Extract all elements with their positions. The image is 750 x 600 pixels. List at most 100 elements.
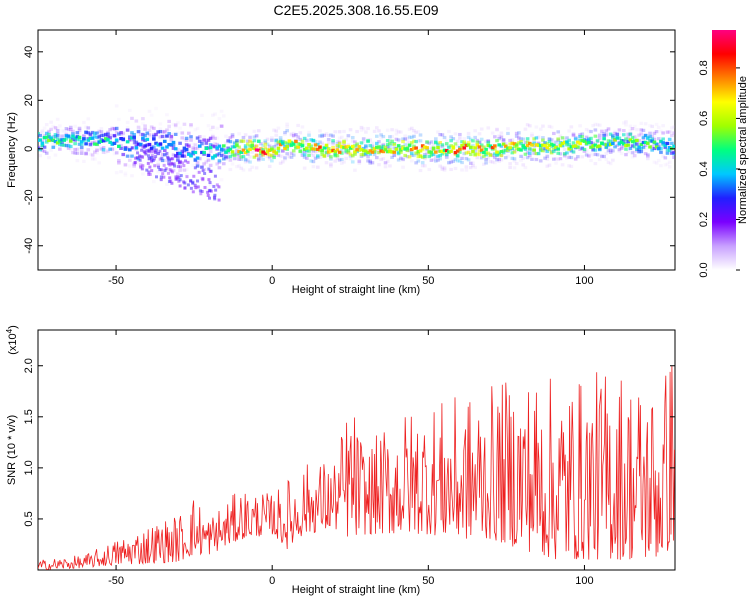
heatmap-cell bbox=[40, 139, 45, 143]
heatmap-cell bbox=[176, 151, 180, 156]
heatmap-cell bbox=[254, 134, 259, 138]
heatmap-cell bbox=[75, 151, 80, 155]
heatmap-cell bbox=[302, 147, 307, 152]
heatmap-cell bbox=[160, 156, 164, 160]
heatmap-cell bbox=[549, 125, 554, 129]
heatmap-cell bbox=[442, 135, 447, 140]
heatmap-cell bbox=[305, 142, 309, 146]
heatmap-cell bbox=[84, 130, 88, 134]
heatmap-cell bbox=[455, 159, 460, 163]
heatmap-cell bbox=[256, 148, 261, 152]
heatmap-cell bbox=[342, 143, 346, 147]
heatmap-cell bbox=[641, 147, 646, 151]
heatmap-cell bbox=[344, 156, 348, 161]
heatmap-cell bbox=[99, 133, 104, 138]
spectrogram-xlabel: Height of straight line (km) bbox=[292, 284, 420, 296]
heatmap-cell bbox=[508, 138, 512, 143]
heatmap-cell bbox=[479, 156, 484, 160]
heatmap-cell bbox=[379, 133, 383, 137]
heatmap-cell bbox=[162, 175, 166, 179]
heatmap-cell bbox=[77, 128, 82, 132]
heatmap-cell bbox=[499, 135, 504, 139]
heatmap-cell bbox=[149, 125, 154, 129]
heatmap-cell bbox=[196, 185, 200, 189]
heatmap-cell bbox=[541, 143, 545, 147]
heatmap-cell bbox=[193, 128, 198, 132]
heatmap-cell bbox=[228, 147, 233, 151]
heatmap-cell bbox=[416, 149, 421, 154]
heatmap-cell bbox=[307, 133, 311, 137]
heatmap-cell bbox=[324, 151, 329, 155]
heatmap-cell bbox=[272, 144, 276, 149]
heatmap-cell bbox=[270, 146, 274, 150]
heatmap-cell bbox=[497, 143, 502, 147]
heatmap-cell bbox=[211, 125, 215, 129]
heatmap-cell bbox=[350, 146, 355, 150]
heatmap-cell bbox=[217, 144, 222, 148]
heatmap-cell bbox=[525, 156, 530, 160]
heatmap-cell bbox=[477, 152, 482, 157]
snr-series-line bbox=[38, 365, 675, 570]
heatmap-cell bbox=[221, 162, 226, 166]
heatmap-cell bbox=[514, 131, 519, 136]
heatmap-cell bbox=[125, 120, 130, 125]
heatmap-cell bbox=[390, 142, 394, 146]
heatmap-cell bbox=[147, 136, 152, 140]
heatmap-cell bbox=[171, 168, 176, 172]
heatmap-cell bbox=[313, 139, 318, 144]
heatmap-cell bbox=[329, 164, 333, 168]
heatmap-cell bbox=[399, 130, 403, 134]
y-tick-label: -20 bbox=[23, 189, 35, 205]
heatmap-cell bbox=[117, 144, 121, 149]
heatmap-cell bbox=[40, 129, 45, 133]
heatmap-cell bbox=[523, 127, 528, 131]
heatmap-cell bbox=[128, 148, 132, 152]
heatmap-cell bbox=[613, 131, 617, 135]
heatmap-cell bbox=[256, 157, 261, 161]
heatmap-cell bbox=[318, 129, 322, 133]
heatmap-cell bbox=[187, 131, 191, 135]
heatmap-cell bbox=[423, 164, 427, 168]
heatmap-cell bbox=[659, 150, 663, 154]
heatmap-cell bbox=[545, 146, 550, 150]
heatmap-cell bbox=[444, 139, 449, 143]
heatmap-cell bbox=[547, 124, 552, 129]
heatmap-cell bbox=[425, 151, 429, 155]
heatmap-cell bbox=[189, 154, 193, 158]
heatmap-cell bbox=[499, 144, 504, 148]
heatmap-cell bbox=[208, 169, 212, 173]
heatmap-cell bbox=[99, 138, 104, 142]
heatmap-cell bbox=[38, 145, 42, 150]
heatmap-cell bbox=[591, 153, 595, 157]
heatmap-cell bbox=[51, 142, 56, 146]
snr-scale-prefix: (x10 bbox=[7, 333, 19, 354]
heatmap-cell bbox=[237, 145, 241, 149]
heatmap-cell bbox=[554, 140, 558, 144]
heatmap-cell bbox=[420, 161, 425, 165]
heatmap-cell bbox=[298, 144, 303, 149]
heatmap-cell bbox=[512, 166, 517, 170]
heatmap-cell bbox=[145, 131, 150, 135]
heatmap-cell bbox=[195, 136, 200, 140]
heatmap-cell bbox=[390, 128, 394, 132]
heatmap-cell bbox=[637, 133, 641, 137]
heatmap-cell bbox=[254, 144, 259, 148]
heatmap-cell bbox=[141, 122, 145, 126]
heatmap-cell bbox=[55, 129, 60, 133]
heatmap-cell bbox=[172, 162, 176, 166]
heatmap-cell bbox=[562, 154, 567, 158]
heatmap-cell bbox=[407, 143, 412, 147]
heatmap-cell bbox=[285, 122, 289, 126]
heatmap-cell bbox=[73, 151, 77, 155]
heatmap-cell bbox=[444, 155, 449, 159]
heatmap-cell bbox=[187, 152, 191, 156]
heatmap-marks bbox=[38, 104, 675, 202]
heatmap-cell bbox=[119, 132, 123, 136]
heatmap-cell bbox=[409, 159, 414, 163]
heatmap-cell bbox=[429, 140, 434, 144]
heatmap-cell bbox=[628, 128, 633, 132]
heatmap-cell bbox=[554, 157, 558, 161]
heatmap-cell bbox=[464, 165, 469, 169]
heatmap-cell bbox=[374, 145, 379, 149]
heatmap-cell bbox=[185, 175, 189, 179]
